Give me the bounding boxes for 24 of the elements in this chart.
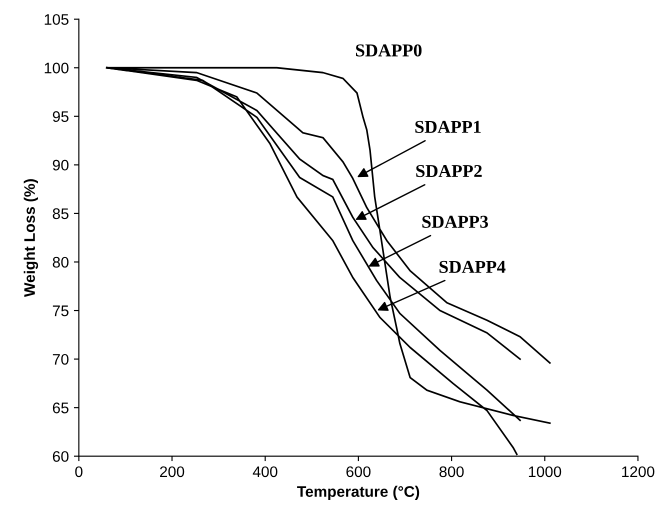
y-tick-label: 85	[52, 208, 68, 220]
x-tick-label: 1000	[528, 466, 562, 478]
y-tick-label: 90	[52, 160, 69, 171]
y-axis-title: Weight Loss (%)	[24, 179, 38, 297]
y-tick-label: 80	[52, 256, 69, 268]
x-axis-title: Temperature (°C)	[297, 486, 420, 500]
y-tick-label: 100	[44, 62, 69, 74]
y-tick-label: 95	[52, 111, 68, 122]
y-tick-label: 70	[52, 354, 69, 365]
x-tick-label: 0	[75, 466, 82, 478]
annotation: SDAPP1	[415, 120, 481, 133]
x-tick-label: 800	[440, 466, 464, 478]
y-tick-label: 75	[52, 306, 68, 316]
annotation: SDAPP4	[440, 260, 506, 273]
y-tick-label: 60	[52, 451, 69, 462]
x-tick-label: 600	[346, 466, 371, 478]
x-tick-label: 1200	[622, 466, 654, 478]
y-tick-label: 65	[52, 402, 68, 414]
annotation: SDAPP3	[422, 216, 488, 228]
x-tick-label: 400	[252, 466, 278, 478]
x-tick-label: 200	[160, 466, 184, 478]
y-tick-label: 105	[44, 14, 68, 25]
annotation: SDAPP2	[416, 164, 482, 178]
annotation: SDAPP0	[356, 44, 422, 56]
